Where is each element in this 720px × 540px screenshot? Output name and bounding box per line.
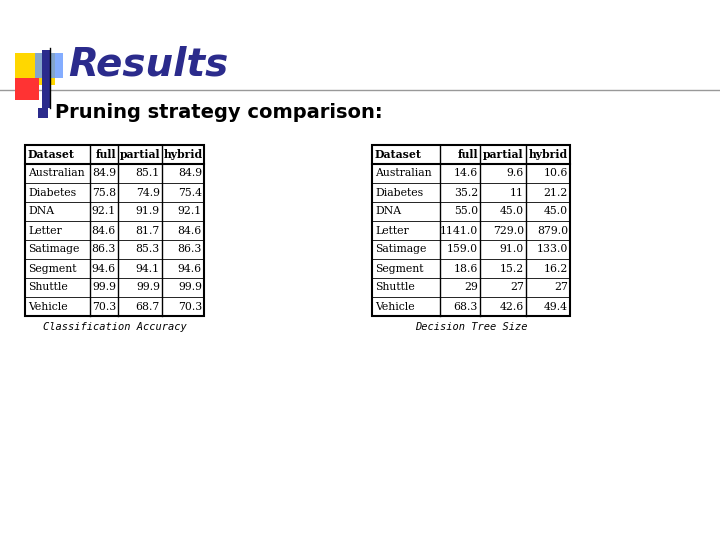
Text: 70.3: 70.3 [178,301,202,312]
Text: DNA: DNA [375,206,401,217]
Text: 1141.0: 1141.0 [440,226,478,235]
Text: 91.9: 91.9 [136,206,160,217]
Text: 94.6: 94.6 [92,264,116,273]
Text: Letter: Letter [28,226,62,235]
Text: full: full [457,149,478,160]
Text: Segment: Segment [375,264,423,273]
Text: 27: 27 [510,282,524,293]
Text: partial: partial [482,149,523,160]
Text: 86.3: 86.3 [178,245,202,254]
Text: full: full [95,149,116,160]
Text: 81.7: 81.7 [136,226,160,235]
Text: Decision Tree Size: Decision Tree Size [415,322,527,332]
Text: Letter: Letter [375,226,409,235]
Text: partial: partial [120,149,161,160]
Text: 92.1: 92.1 [178,206,202,217]
Text: 21.2: 21.2 [544,187,568,198]
Text: Classification Accuracy: Classification Accuracy [42,322,186,332]
Text: 11: 11 [510,187,524,198]
Bar [38,108,48,118]
Text: DNA: DNA [28,206,54,217]
Text: 91.0: 91.0 [500,245,524,254]
Text: 85.3: 85.3 [136,245,160,254]
Text: 75.4: 75.4 [178,187,202,198]
Bar [35,53,63,78]
Text: 84.6: 84.6 [91,226,116,235]
Text: hybrid: hybrid [528,149,567,160]
Text: Shuttle: Shuttle [28,282,68,293]
Text: 86.3: 86.3 [91,245,116,254]
Text: 159.0: 159.0 [447,245,478,254]
Text: 68.3: 68.3 [454,301,478,312]
Text: 92.1: 92.1 [91,206,116,217]
Text: 879.0: 879.0 [537,226,568,235]
Text: Dataset: Dataset [375,149,422,160]
Text: Satimage: Satimage [28,245,79,254]
Text: Pruning strategy comparison:: Pruning strategy comparison: [55,104,382,123]
Text: 85.1: 85.1 [136,168,160,179]
Text: 729.0: 729.0 [493,226,524,235]
Text: 27: 27 [554,282,568,293]
Text: Australian: Australian [375,168,431,179]
Text: 70.3: 70.3 [91,301,116,312]
Text: 84.9: 84.9 [92,168,116,179]
Text: 18.6: 18.6 [454,264,478,273]
Text: 49.4: 49.4 [544,301,568,312]
Text: 45.0: 45.0 [500,206,524,217]
Text: 42.6: 42.6 [500,301,524,312]
Text: Shuttle: Shuttle [375,282,415,293]
Text: 68.7: 68.7 [136,301,160,312]
Text: hybrid: hybrid [163,149,202,160]
Text: Vehicle: Vehicle [375,301,415,312]
Text: 75.8: 75.8 [92,187,116,198]
Text: 14.6: 14.6 [454,168,478,179]
Text: Results: Results [68,45,228,83]
Text: 99.9: 99.9 [178,282,202,293]
Text: 94.1: 94.1 [136,264,160,273]
Text: 74.9: 74.9 [136,187,160,198]
Text: Vehicle: Vehicle [28,301,68,312]
Text: 35.2: 35.2 [454,187,478,198]
Text: Australian: Australian [28,168,85,179]
Text: 99.9: 99.9 [92,282,116,293]
Text: 15.2: 15.2 [500,264,524,273]
Text: 84.9: 84.9 [178,168,202,179]
Bar [42,50,50,108]
Bar [15,78,39,100]
Text: 29: 29 [464,282,478,293]
Text: 84.6: 84.6 [178,226,202,235]
Text: 94.6: 94.6 [178,264,202,273]
Text: 9.6: 9.6 [507,168,524,179]
Text: Diabetes: Diabetes [28,187,76,198]
Text: 45.0: 45.0 [544,206,568,217]
Text: Segment: Segment [28,264,76,273]
Text: 16.2: 16.2 [544,264,568,273]
Text: 99.9: 99.9 [136,282,160,293]
Text: 133.0: 133.0 [536,245,568,254]
Text: Dataset: Dataset [28,149,75,160]
Text: 55.0: 55.0 [454,206,478,217]
Text: Satimage: Satimage [375,245,426,254]
Bar [15,53,55,85]
Text: 10.6: 10.6 [544,168,568,179]
Text: Diabetes: Diabetes [375,187,423,198]
